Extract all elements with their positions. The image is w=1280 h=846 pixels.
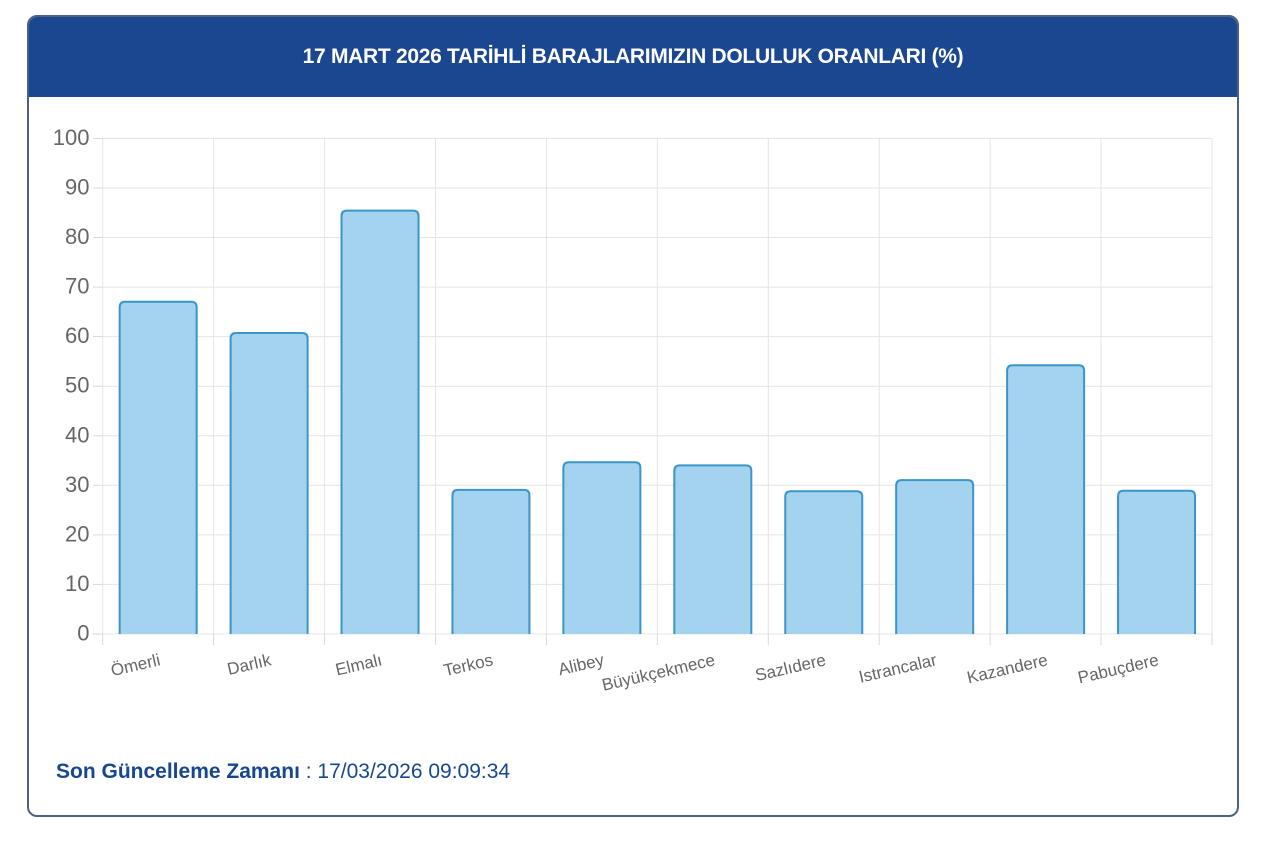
svg-text:100: 100	[53, 125, 90, 150]
svg-text:Darlık: Darlık	[225, 650, 273, 679]
svg-text:10: 10	[65, 571, 89, 596]
svg-text:80: 80	[65, 224, 89, 249]
svg-text:Ömerli: Ömerli	[109, 650, 162, 680]
svg-text:40: 40	[65, 422, 89, 447]
svg-text:90: 90	[65, 175, 89, 200]
svg-text:60: 60	[65, 323, 89, 348]
svg-text:Terkos: Terkos	[442, 650, 495, 680]
svg-text:Elmalı: Elmalı	[334, 650, 384, 679]
svg-text:Sazlıdere: Sazlıdere	[753, 650, 827, 685]
svg-text:Istrancalar: Istrancalar	[857, 650, 939, 686]
svg-text:Büyükçekmece: Büyükçekmece	[600, 650, 717, 694]
svg-text:20: 20	[65, 521, 89, 546]
svg-text:Kazandere: Kazandere	[965, 650, 1049, 687]
svg-text:30: 30	[65, 472, 89, 497]
svg-text:Pabuçdere: Pabuçdere	[1076, 650, 1160, 687]
svg-text:0: 0	[77, 621, 89, 646]
svg-text:50: 50	[65, 373, 89, 398]
svg-text:Alibey: Alibey	[556, 650, 606, 679]
svg-text:70: 70	[65, 274, 89, 299]
